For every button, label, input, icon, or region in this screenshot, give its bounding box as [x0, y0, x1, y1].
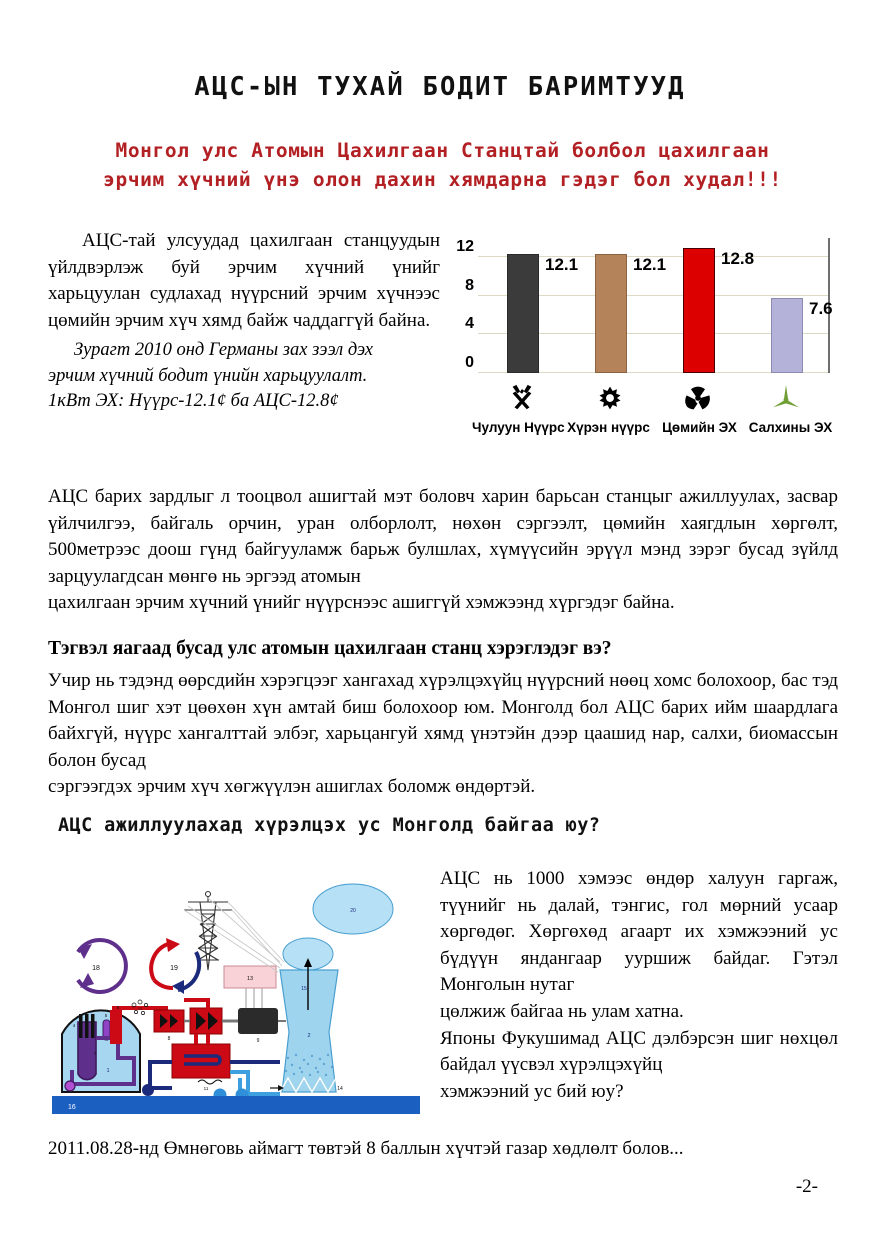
page-number: -2- [795, 1176, 818, 1197]
transmission-pylon [184, 890, 232, 971]
bar-value-label: 12.1 [633, 255, 667, 275]
bar: 12.1 [507, 254, 578, 373]
gridline [478, 333, 830, 335]
bar-cell: 7.6 [771, 238, 833, 373]
paragraph-water-1: АЦС нь 1000 хэмээс өндөр халуун гаргаж, … [440, 866, 838, 1026]
gridline [478, 294, 830, 296]
paragraph-cost-text: АЦС барих зардлыг л тооцвол ашигтай мэт … [48, 486, 838, 587]
chart-caption: Зурагт 2010 онд Германы зах зээл дэх эрч… [48, 338, 440, 415]
energy-price-bar-chart: 0 4 8 12 12.1 12.1 12.8 7.6 [452, 228, 844, 448]
subtitle-line-1: Монгол улс Атомын Цахилгаан Станцтай бол… [115, 139, 770, 162]
svg-text:13: 13 [247, 976, 253, 982]
svg-text:4: 4 [73, 1023, 76, 1028]
heading-water-question: АЦС ажиллуулахад хүрэлцэх ус Монголд бай… [58, 815, 601, 836]
generator [238, 1008, 278, 1034]
svg-text:20: 20 [350, 908, 356, 914]
heading-why-other-countries: Тэгвэл яагаад бусад улс атомын цахилгаан… [48, 638, 612, 659]
subtitle-line-2: эрчим хүчний үнэ олон дахин хямдарна гэд… [103, 168, 782, 191]
control-rods [79, 1014, 95, 1038]
chart-caption-line-3: 1кВт ЭХ: Нүүрс-12.1¢ ба АЦС-12.8¢ [48, 391, 339, 412]
intro-column: АЦС-тай улсуудад цахилгаан станцуудын үй… [48, 228, 440, 415]
y-tick-label: 8 [465, 276, 474, 294]
footer-note: 2011.08.28-нд Өмнөговь аймагт төвтэй 8 б… [48, 1138, 684, 1159]
radiation-icon [654, 380, 742, 416]
paragraph-why: Учир нь тэдэнд өөрсдийн хэрэгцээг хангах… [48, 668, 838, 801]
chart-bars: 12.1 12.1 12.8 7.6 [478, 238, 833, 373]
page-title: АЦС-ЫН ТУХАЙ БОДИТ БАРИМТУУД [194, 72, 686, 102]
paragraph-why-text: Учир нь тэдэнд өөрсдийн хэрэгцээг хангах… [48, 670, 838, 771]
gridline [478, 372, 830, 373]
chart-caption-line-2: эрчим хүчний бодит үнийн харьцуулалт. [48, 365, 368, 386]
category-label: Хүрэн нүүрс [567, 420, 650, 435]
svg-text:11: 11 [204, 1086, 209, 1091]
svg-text:2: 2 [307, 1033, 310, 1039]
chart-caption-line-1: Зурагт 2010 онд Германы зах зээл дэх [74, 340, 373, 361]
bar-cell: 12.1 [507, 238, 578, 373]
y-tick-label: 12 [456, 238, 474, 256]
feedwater-line [194, 1034, 210, 1044]
crossed-hammers-icon [478, 380, 566, 416]
svg-text:6: 6 [117, 1005, 120, 1010]
y-tick-label: 4 [465, 315, 474, 333]
bar-value-label: 7.6 [809, 298, 833, 318]
water-question-text-column: АЦС нь 1000 хэмээс өндөр халуун гаргаж, … [440, 866, 838, 1105]
svg-text:7: 7 [94, 1051, 97, 1056]
primary-loop-symbol: 18 [76, 938, 128, 994]
transformer [223, 965, 277, 989]
svg-text:19: 19 [170, 965, 178, 972]
svg-text:5: 5 [105, 1013, 108, 1018]
chart-category-labels: Чулуун Нүүрс Хүрэн нүүрс Цөмийн ЭХ Салхины … [472, 420, 836, 442]
svg-text:12: 12 [138, 1006, 143, 1011]
feedwater-pump [142, 1084, 154, 1096]
diagram-base-slab [52, 1096, 420, 1114]
page-subtitle: Монгол улс Атомын Цахилгаан Станцтай бол… [45, 136, 840, 194]
chart-plot-area: 12.1 12.1 12.8 7.6 [478, 238, 833, 373]
chart-category-icons [478, 380, 830, 416]
paragraph-water-2: Японы Фукушимад АЦС дэлбэрсэн шиг нөхцөл… [440, 1026, 838, 1106]
paragraph-cost-last-line: цахилгаан эрчим хүчний үнийг нүүрснээс а… [48, 592, 675, 614]
y-tick-label: 0 [465, 354, 474, 371]
wind-turbine-icon [742, 380, 830, 416]
svg-text:9: 9 [257, 1038, 260, 1044]
paragraph-water-1-text: АЦС нь 1000 хэмээс өндөр халуун гаргаж, … [440, 868, 838, 996]
nuclear-power-plant-diagram: 20 2 15 1 [48, 862, 424, 1114]
bar-cell: 12.8 [683, 238, 754, 373]
svg-text:14: 14 [337, 1086, 343, 1092]
steam-cloud-large [312, 883, 394, 935]
intro-paragraph: АЦС-тай улсуудад цахилгаан станцуудын үй… [48, 230, 440, 331]
secondary-loop-symbol: 19 [149, 938, 202, 994]
category-label: Цөмийн ЭХ [662, 420, 737, 435]
turbine-low-pressure [189, 1007, 223, 1035]
paragraph-water-2-text: Японы Фукушимад АЦС дэлбэрсэн шиг нөхцөл… [440, 1027, 838, 1076]
svg-text:1: 1 [106, 1068, 109, 1074]
chart-axis-line [828, 238, 830, 373]
svg-text:16: 16 [68, 1104, 76, 1111]
paragraph-water-1-last-line: цөлжиж байгаа нь улам хатна. [440, 1000, 684, 1022]
chart-y-axis-labels: 0 4 8 12 [452, 238, 476, 373]
svg-text:15: 15 [301, 986, 307, 992]
bar-cell: 12.1 [595, 238, 666, 373]
svg-text:8: 8 [168, 1036, 171, 1042]
cooling-water-line [230, 1070, 280, 1096]
gear-icon [566, 380, 654, 416]
paragraph-cost: АЦС барих зардлыг л тооцвол ашигтай мэт … [48, 484, 838, 617]
bar: 12.8 [683, 247, 754, 373]
gridline [478, 256, 830, 258]
bar-value-label: 12.1 [545, 255, 579, 275]
paragraph-water-2-last-line: хэмжээний ус бий юу? [440, 1080, 624, 1102]
category-label: Чулуун Нүүрс [472, 420, 565, 435]
bar: 12.1 [595, 254, 666, 373]
bar-value-label: 12.8 [721, 248, 755, 268]
svg-text:18: 18 [92, 965, 100, 972]
category-label: Салхины ЭХ [748, 420, 833, 435]
bar: 7.6 [771, 297, 833, 373]
cooling-tower [279, 969, 339, 1093]
paragraph-why-last-line: сэргээгдэх эрчим хүч хөгжүүлэн ашиглах б… [48, 776, 536, 798]
